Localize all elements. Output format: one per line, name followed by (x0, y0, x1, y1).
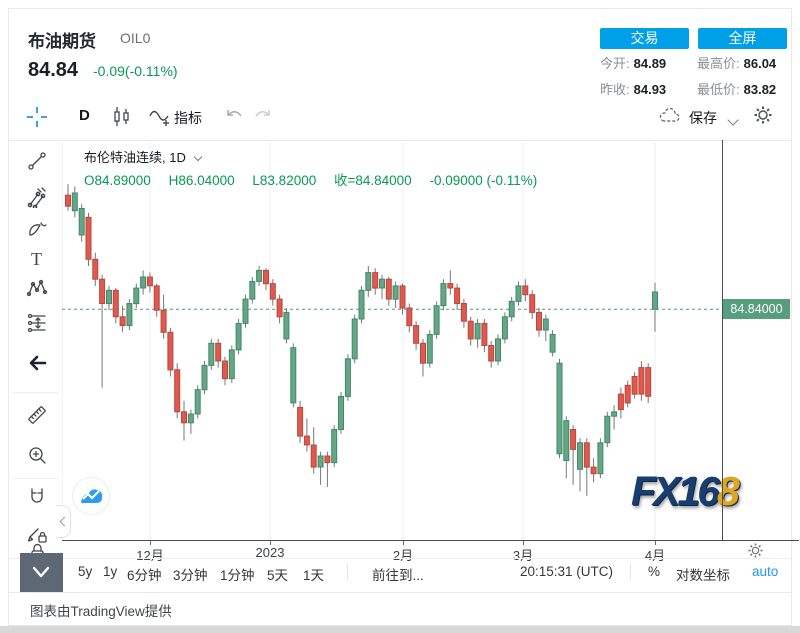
clock-utc[interactable]: 20:15:31 (UTC) (520, 564, 614, 579)
cloud-icon (657, 107, 685, 130)
svg-text:T: T (31, 249, 42, 269)
brush-tool[interactable] (26, 218, 50, 242)
range-5y-button[interactable]: 5y (78, 564, 93, 579)
time-axis-label: 2月 (392, 548, 414, 563)
settings-gear-icon[interactable] (752, 104, 774, 131)
drawing-lock-tool[interactable] (26, 522, 50, 546)
candlestick-chart[interactable] (62, 140, 722, 540)
axis-settings-gear-icon[interactable] (747, 542, 764, 564)
series-legend[interactable]: 布伦特油连续, 1D (84, 147, 203, 166)
drawbar-collapse-handle[interactable] (56, 505, 71, 538)
range-6min-button[interactable]: 6分钟 (127, 568, 162, 583)
undo-icon[interactable] (224, 107, 244, 130)
fx168-watermark: FX168 (631, 468, 740, 515)
crosshair-icon[interactable] (26, 106, 48, 133)
time-axis-label: 2023 (255, 545, 285, 560)
instrument-title: 布油期货 (28, 32, 96, 51)
fullscreen-button[interactable]: 全屏 (698, 28, 787, 49)
stat-high: 最高价: 86.04 (697, 56, 777, 71)
bottom-strip (0, 626, 800, 633)
provider-logo (72, 477, 110, 515)
stat-low: 最低价: 83.82 (697, 82, 777, 97)
range-1y-button[interactable]: 1y (103, 564, 118, 579)
redo-icon[interactable] (252, 107, 272, 130)
trend-line-tool[interactable] (26, 150, 50, 174)
time-axis-tick (523, 541, 524, 545)
range-3min-button[interactable]: 3分钟 (173, 568, 208, 583)
time-axis-tick (150, 541, 151, 545)
range-1d-button[interactable]: 1天 (303, 568, 325, 583)
ohlc-legend: O84.89000 H86.04000 L83.82000 收=84.84000… (84, 169, 551, 189)
save-chevron-down-icon[interactable] (727, 111, 739, 129)
footer-divider (8, 592, 791, 593)
last-price-label: 84.84000 (723, 299, 790, 320)
xabcd-pattern-tool[interactable] (26, 277, 50, 301)
series-name: 布伦特油连续, 1D (84, 150, 186, 165)
range-1min-button[interactable]: 1分钟 (220, 568, 255, 583)
price-change: -0.09(-0.11%) (93, 63, 178, 79)
time-axis-label: 4月 (644, 548, 666, 563)
tradingview-attribution[interactable]: 图表由TradingView提供 (30, 604, 172, 619)
time-axis[interactable]: 12月 2023 2月 3月 4月 (62, 540, 799, 563)
bottom-toolbar-divider (8, 558, 791, 559)
trade-button[interactable]: 交易 (600, 28, 689, 49)
legend-chevron-down-icon (194, 152, 203, 162)
save-button[interactable]: 保存 (689, 110, 717, 126)
range-5d-button[interactable]: 5天 (267, 568, 289, 583)
time-axis-tick (655, 541, 656, 545)
legend-change: -0.09000 (-0.11%) (429, 173, 538, 188)
last-price: 84.84 (28, 59, 79, 81)
zoom-in-tool[interactable] (26, 444, 50, 468)
time-axis-label: 3月 (512, 548, 534, 563)
magnet-tool[interactable] (26, 486, 50, 510)
legend-high: H86.04000 (168, 173, 235, 188)
stat-prev-close: 昨收: 84.93 (600, 82, 667, 97)
scroll-down-button[interactable] (20, 553, 63, 592)
drawbar-right-border (62, 141, 63, 540)
time-axis-tick (403, 541, 404, 545)
time-axis-label: 12月 (136, 548, 164, 563)
legend-close: 收=84.84000 (334, 173, 412, 188)
long-position-tool[interactable] (26, 312, 50, 336)
goto-date-button[interactable]: 前往到... (372, 568, 424, 583)
toolbar-divider (8, 140, 791, 141)
percent-scale-button[interactable]: % (648, 564, 661, 579)
daily-stats: 今开: 84.89 最高价: 86.04 昨收: 84.93 最低价: 83.82 (600, 53, 776, 98)
drawbar-divider (14, 392, 58, 393)
fx168-blue: FX16 (631, 468, 720, 514)
back-arrow-icon[interactable] (26, 352, 50, 376)
auto-scale-button[interactable]: auto (752, 564, 779, 579)
pitchfork-tool[interactable] (26, 186, 50, 210)
time-axis-tick (270, 541, 271, 545)
stat-open: 今开: 84.89 (600, 56, 667, 71)
legend-low: L83.82000 (252, 173, 317, 188)
text-tool[interactable]: T (26, 247, 50, 271)
indicators-button[interactable]: 指标 (174, 110, 202, 126)
drawbar-divider (14, 478, 58, 479)
instrument-code: OIL0 (120, 30, 151, 46)
legend-open: O84.89000 (84, 173, 151, 188)
interval-button[interactable]: D (79, 107, 90, 124)
log-scale-button[interactable]: 对数坐标 (676, 568, 730, 583)
indicator-squiggle-icon[interactable] (148, 108, 172, 133)
price-axis[interactable]: 84.84000 (722, 140, 800, 540)
bottom-separator (630, 563, 631, 580)
chart-style-icon[interactable] (112, 105, 132, 134)
bottom-separator (347, 563, 348, 580)
ruler-tool[interactable] (26, 404, 50, 428)
